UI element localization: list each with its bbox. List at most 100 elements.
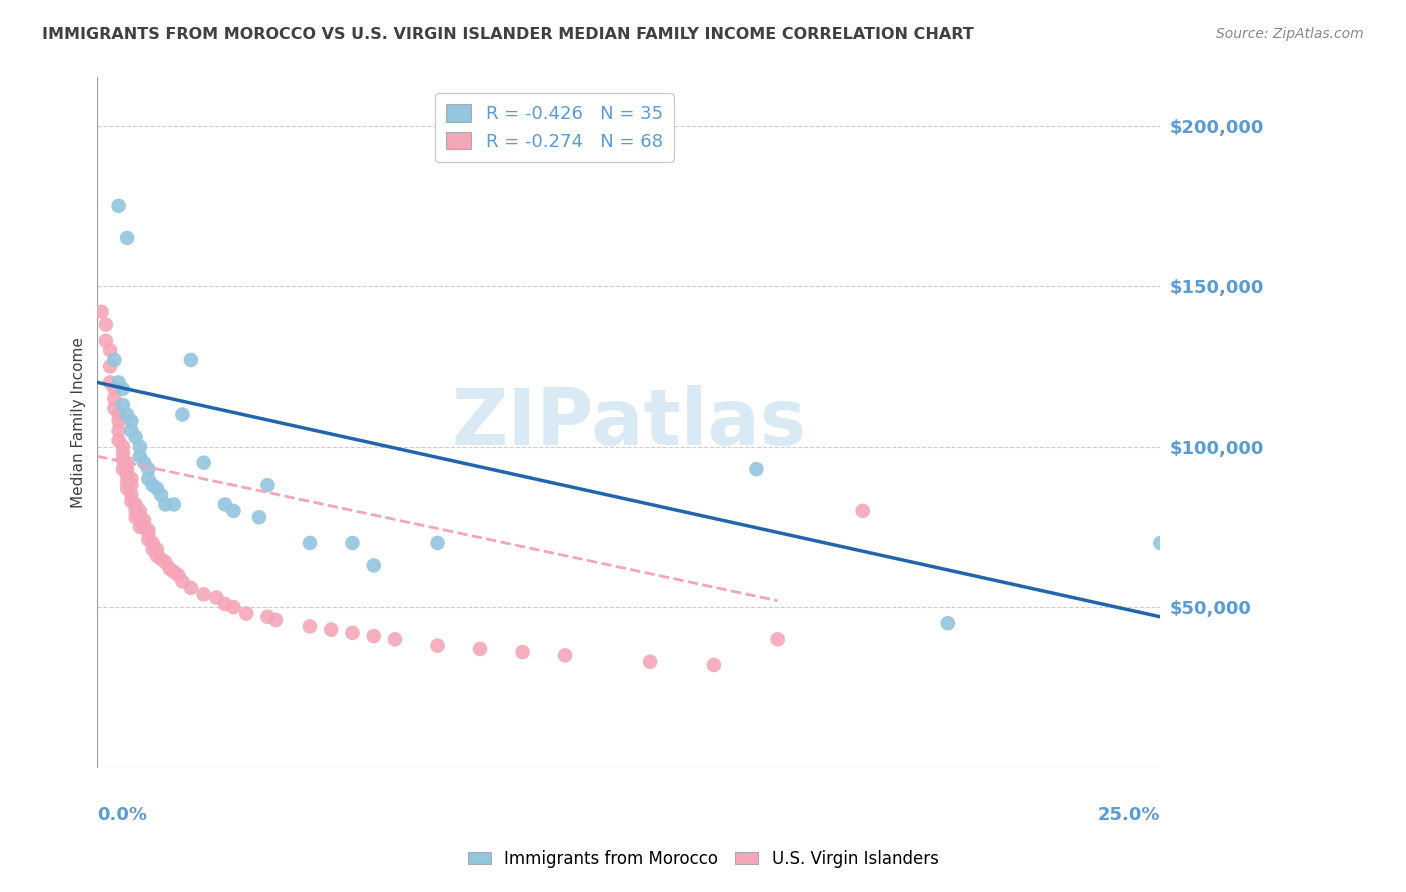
Point [180,353,202,368]
Point [111,440,134,454]
Point [163,565,186,579]
Text: Source: ZipAtlas.com: Source: ZipAtlas.com [1216,27,1364,41]
Point [936,616,959,631]
Point [222,600,245,615]
Point [111,462,134,476]
Point [107,434,129,448]
Point [115,475,138,489]
Point [142,536,165,550]
Point [298,536,321,550]
Point [468,641,491,656]
Point [120,494,142,508]
Point [426,536,449,550]
Point [138,526,160,541]
Point [107,424,129,438]
Point [128,504,150,518]
Point [155,498,177,512]
Point [134,520,156,534]
Point [128,520,150,534]
Point [264,613,287,627]
Point [247,510,270,524]
Point [111,446,134,460]
Point [138,533,160,547]
Point [115,456,138,470]
Point [155,555,177,569]
Point [426,639,449,653]
Point [146,542,169,557]
Point [94,334,117,348]
Point [120,414,142,428]
Point [180,581,202,595]
Point [342,536,364,550]
Legend: Immigrants from Morocco, U.S. Virgin Islanders: Immigrants from Morocco, U.S. Virgin Isl… [461,844,945,875]
Point [115,468,138,483]
Point [512,645,534,659]
Point [745,462,768,476]
Point [1149,536,1171,550]
Point [107,414,129,428]
Point [103,401,125,416]
Point [124,498,146,512]
Point [124,430,146,444]
Point [172,574,194,589]
Point [214,498,236,512]
Point [138,472,160,486]
Point [193,587,215,601]
Point [134,456,156,470]
Point [107,408,129,422]
Point [134,514,156,528]
Point [115,231,138,245]
Point [138,523,160,537]
Point [120,472,142,486]
Point [150,488,173,502]
Point [111,398,134,412]
Text: ZIPatlas: ZIPatlas [451,384,807,460]
Point [342,625,364,640]
Point [103,353,125,368]
Point [103,392,125,406]
Point [111,382,134,396]
Point [120,478,142,492]
Point [766,632,789,647]
Point [111,452,134,467]
Point [124,504,146,518]
Point [115,482,138,496]
Point [703,657,725,672]
Point [363,558,385,573]
Point [172,408,194,422]
Point [256,609,278,624]
Text: IMMIGRANTS FROM MOROCCO VS U.S. VIRGIN ISLANDER MEDIAN FAMILY INCOME CORRELATION: IMMIGRANTS FROM MOROCCO VS U.S. VIRGIN I… [42,27,974,42]
Point [103,382,125,396]
Point [256,478,278,492]
Point [98,343,121,358]
Point [115,462,138,476]
Point [235,607,257,621]
Point [120,488,142,502]
Point [167,568,190,582]
Legend: R = -0.426   N = 35, R = -0.274   N = 68: R = -0.426 N = 35, R = -0.274 N = 68 [436,94,673,161]
Point [142,542,165,557]
Point [146,482,169,496]
Point [205,591,228,605]
Point [107,199,129,213]
Point [120,424,142,438]
Point [222,504,245,518]
Y-axis label: Median Family Income: Median Family Income [72,337,86,508]
Point [128,440,150,454]
Point [90,305,112,319]
Point [321,623,343,637]
Text: 25.0%: 25.0% [1098,805,1160,823]
Point [298,619,321,633]
Point [214,597,236,611]
Point [98,359,121,374]
Point [163,498,186,512]
Point [128,450,150,464]
Point [852,504,875,518]
Point [150,552,173,566]
Point [384,632,406,647]
Point [94,318,117,332]
Point [98,376,121,390]
Text: 0.0%: 0.0% [97,805,148,823]
Point [146,549,169,563]
Point [159,562,181,576]
